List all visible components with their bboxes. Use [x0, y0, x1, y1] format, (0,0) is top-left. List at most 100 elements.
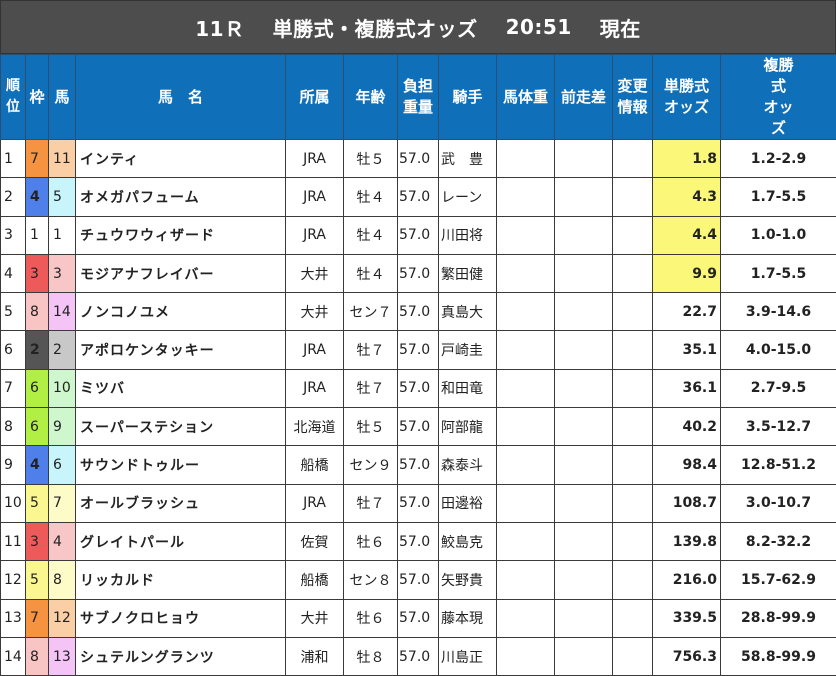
- waku-cell: 6: [26, 369, 49, 407]
- change-info-cell: [613, 637, 653, 675]
- weight-diff-cell: [555, 369, 613, 407]
- jockey-cell: 川島正: [439, 637, 497, 675]
- place-odds-cell: 58.8-99.9: [721, 637, 836, 675]
- weight-cell: 57.0: [398, 369, 439, 407]
- rank-cell: 5: [1, 293, 26, 331]
- jockey-cell: 田邊裕: [439, 484, 497, 522]
- col-uma: 馬: [49, 55, 76, 140]
- rank-cell: 1: [1, 140, 26, 178]
- win-odds-cell: 36.1: [653, 369, 721, 407]
- status-label: 現在: [600, 13, 641, 42]
- horse-name-cell: グレイトパール: [76, 522, 286, 560]
- col-diff: 前走差: [555, 55, 613, 140]
- col-waku: 枠: [26, 55, 49, 140]
- horse-name-cell: シュテルングランツ: [76, 637, 286, 675]
- body-weight-cell: [497, 293, 555, 331]
- body-weight-cell: [497, 140, 555, 178]
- jockey-cell: 真島大: [439, 293, 497, 331]
- jockey-cell: 藤本現: [439, 599, 497, 637]
- weight-diff-cell: [555, 408, 613, 446]
- horse-number-cell: 13: [49, 637, 76, 675]
- weight-diff-cell: [555, 522, 613, 560]
- affiliation-cell: 大井: [286, 599, 344, 637]
- win-odds-cell: 9.9: [653, 254, 721, 292]
- weight-cell: 57.0: [398, 140, 439, 178]
- sex-age-cell: 牡５: [344, 408, 398, 446]
- rank-cell: 3: [1, 216, 26, 254]
- weight-cell: 57.0: [398, 484, 439, 522]
- body-weight-cell: [497, 408, 555, 446]
- change-info-cell: [613, 140, 653, 178]
- place-odds-cell: 3.9-14.6: [721, 293, 836, 331]
- sex-age-cell: 牡６: [344, 599, 398, 637]
- odds-board: 11Ｒ 単勝式・複勝式オッズ 20:51 現在 順位 枠 馬 馬 名 所属 年齢…: [0, 0, 836, 659]
- col-win-odds: 単勝式オッズ: [653, 55, 721, 140]
- place-odds-cell: 1.7-5.5: [721, 254, 836, 292]
- col-change: 変更情報: [613, 55, 653, 140]
- win-odds-cell: 4.3: [653, 178, 721, 216]
- horse-number-cell: 9: [49, 408, 76, 446]
- col-jockey: 騎手: [439, 55, 497, 140]
- affiliation-cell: 浦和: [286, 637, 344, 675]
- change-info-cell: [613, 484, 653, 522]
- weight-diff-cell: [555, 561, 613, 599]
- weight-diff-cell: [555, 178, 613, 216]
- horse-number-cell: 14: [49, 293, 76, 331]
- waku-cell: 8: [26, 293, 49, 331]
- horse-name-cell: リッカルド: [76, 561, 286, 599]
- body-weight-cell: [497, 484, 555, 522]
- place-odds-cell: 3.0-10.7: [721, 484, 836, 522]
- jockey-cell: 武 豊: [439, 140, 497, 178]
- weight-cell: 57.0: [398, 446, 439, 484]
- weight-diff-cell: [555, 637, 613, 675]
- win-odds-cell: 139.8: [653, 522, 721, 560]
- sex-age-cell: セン８: [344, 561, 398, 599]
- affiliation-cell: JRA: [286, 484, 344, 522]
- col-affiliation: 所属: [286, 55, 344, 140]
- horse-name-cell: アポロケンタッキー: [76, 331, 286, 369]
- weight-cell: 57.0: [398, 216, 439, 254]
- horse-number-cell: 6: [49, 446, 76, 484]
- jockey-cell: 繁田健: [439, 254, 497, 292]
- update-time: 20:51: [506, 15, 572, 39]
- affiliation-cell: JRA: [286, 331, 344, 369]
- win-odds-cell: 108.7: [653, 484, 721, 522]
- win-odds-cell: 339.5: [653, 599, 721, 637]
- body-weight-cell: [497, 446, 555, 484]
- jockey-cell: 戸崎圭: [439, 331, 497, 369]
- weight-cell: 57.0: [398, 408, 439, 446]
- win-odds-cell: 22.7: [653, 293, 721, 331]
- body-weight-cell: [497, 522, 555, 560]
- change-info-cell: [613, 446, 653, 484]
- horse-name-cell: ノンコノユメ: [76, 293, 286, 331]
- jockey-cell: レーン: [439, 178, 497, 216]
- change-info-cell: [613, 522, 653, 560]
- waku-cell: 5: [26, 484, 49, 522]
- change-info-cell: [613, 216, 653, 254]
- sex-age-cell: 牡４: [344, 216, 398, 254]
- rank-cell: 6: [1, 331, 26, 369]
- header-row: 順位 枠 馬 馬 名 所属 年齢 負担重量 騎手 馬体重 前走差 変更情報 単勝…: [1, 55, 836, 140]
- race-number: 11Ｒ: [195, 13, 244, 42]
- body-weight-cell: [497, 331, 555, 369]
- jockey-cell: 川田将: [439, 216, 497, 254]
- weight-diff-cell: [555, 484, 613, 522]
- win-odds-cell: 4.4: [653, 216, 721, 254]
- horse-name-cell: ミツバ: [76, 369, 286, 407]
- body-weight-cell: [497, 369, 555, 407]
- weight-diff-cell: [555, 140, 613, 178]
- body-weight-cell: [497, 178, 555, 216]
- affiliation-cell: JRA: [286, 369, 344, 407]
- waku-cell: 4: [26, 178, 49, 216]
- place-odds-cell: 3.5-12.7: [721, 408, 836, 446]
- jockey-cell: 和田竜: [439, 369, 497, 407]
- horse-name-cell: スーパーステション: [76, 408, 286, 446]
- body-weight-cell: [497, 637, 555, 675]
- sex-age-cell: 牡４: [344, 254, 398, 292]
- weight-diff-cell: [555, 331, 613, 369]
